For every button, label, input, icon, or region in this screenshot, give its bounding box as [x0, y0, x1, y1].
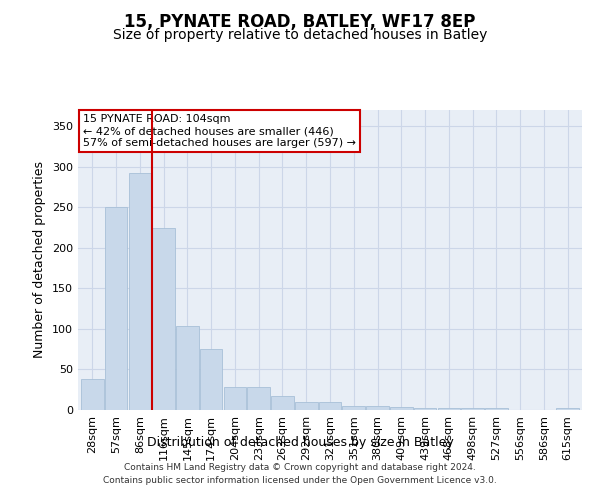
Bar	[556, 408, 579, 410]
Text: 15, PYNATE ROAD, BATLEY, WF17 8EP: 15, PYNATE ROAD, BATLEY, WF17 8EP	[124, 12, 476, 30]
Bar	[247, 388, 270, 410]
Bar	[128, 173, 151, 410]
Bar	[224, 388, 246, 410]
Bar	[81, 379, 104, 410]
Bar	[152, 228, 175, 410]
Bar	[414, 408, 436, 410]
Bar	[200, 349, 223, 410]
Bar	[176, 326, 199, 410]
Bar	[343, 406, 365, 410]
Bar	[105, 208, 127, 410]
Bar	[461, 408, 484, 410]
Bar	[390, 407, 413, 410]
Bar	[485, 408, 508, 410]
Text: Contains public sector information licensed under the Open Government Licence v3: Contains public sector information licen…	[103, 476, 497, 485]
Bar	[366, 406, 389, 410]
Text: Distribution of detached houses by size in Batley: Distribution of detached houses by size …	[146, 436, 454, 449]
Bar	[295, 402, 317, 410]
Y-axis label: Number of detached properties: Number of detached properties	[34, 162, 46, 358]
Bar	[437, 408, 460, 410]
Text: Contains HM Land Registry data © Crown copyright and database right 2024.: Contains HM Land Registry data © Crown c…	[124, 464, 476, 472]
Bar	[271, 396, 294, 410]
Text: 15 PYNATE ROAD: 104sqm
← 42% of detached houses are smaller (446)
57% of semi-de: 15 PYNATE ROAD: 104sqm ← 42% of detached…	[83, 114, 356, 148]
Text: Size of property relative to detached houses in Batley: Size of property relative to detached ho…	[113, 28, 487, 42]
Bar	[319, 402, 341, 410]
